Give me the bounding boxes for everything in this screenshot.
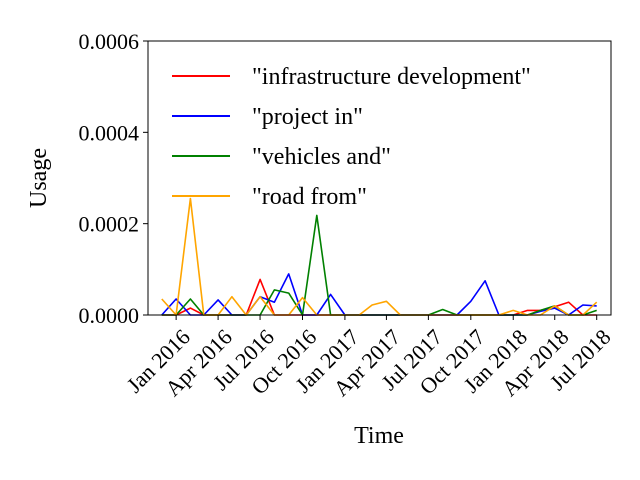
y-axis-label: Usage — [26, 148, 52, 208]
y-tick-label: 0.0002 — [79, 212, 140, 237]
legend-label-4: "road from" — [252, 184, 367, 210]
legend-label-1: "infrastructure development" — [252, 64, 531, 90]
legend-label-3: "vehicles and" — [252, 144, 391, 170]
series-lines — [161, 197, 598, 316]
series-line-4 — [161, 197, 598, 316]
plot-frame — [147, 40, 612, 316]
x-axis-label: Time — [354, 423, 404, 449]
y-axis: 0.0000 0.0002 0.0004 0.0006 — [79, 29, 148, 328]
y-tick-label: 0.0004 — [79, 120, 140, 145]
y-tick-label: 0.0000 — [79, 303, 140, 328]
legend-label-2: "project in" — [252, 104, 363, 130]
legend: "infrastructure development" "project in"… — [172, 64, 531, 210]
y-tick-label: 0.0006 — [79, 29, 140, 54]
series-line-2 — [161, 273, 597, 316]
series-line-3 — [161, 214, 597, 316]
